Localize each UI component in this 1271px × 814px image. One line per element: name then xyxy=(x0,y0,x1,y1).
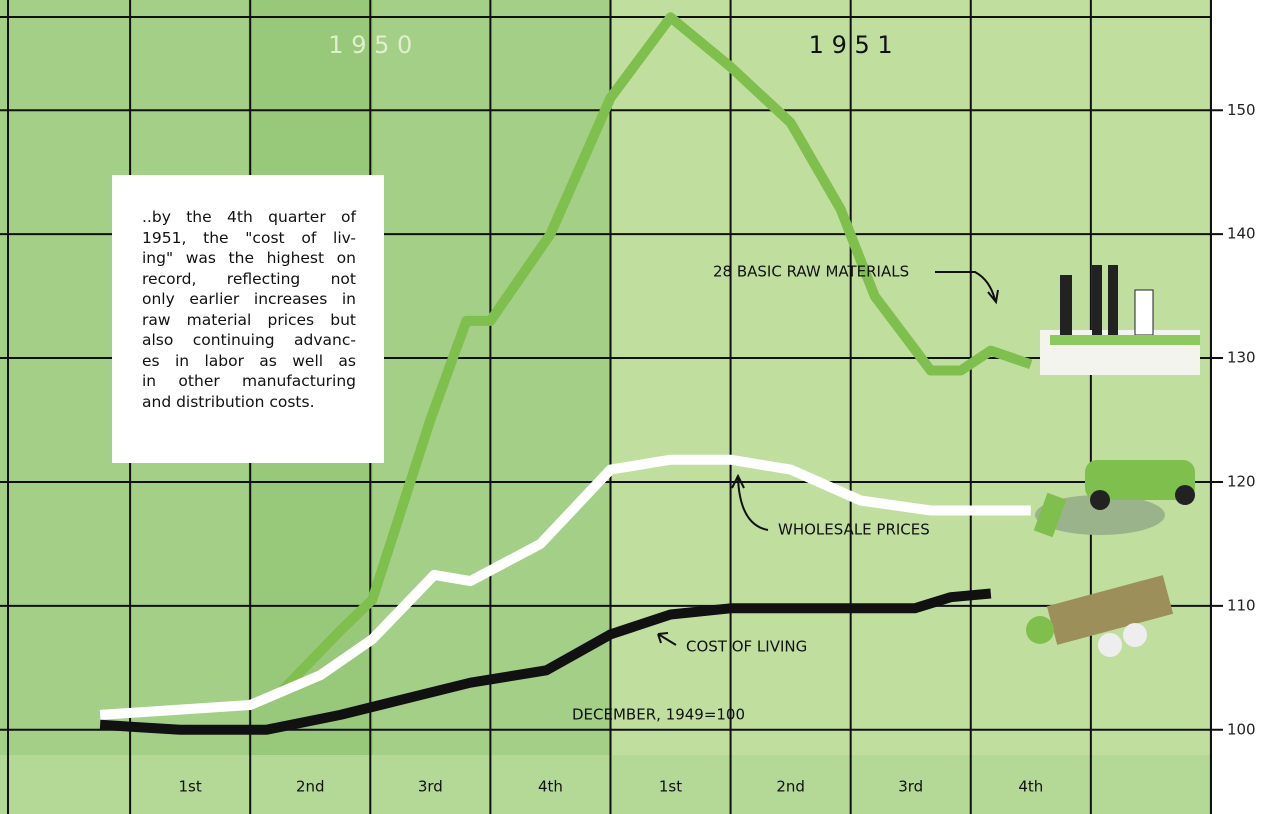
factory-icon xyxy=(1040,265,1200,375)
y-tick-label: 150 xyxy=(1227,101,1256,119)
x-tick-label: 4th xyxy=(538,778,563,796)
x-tick-label: 2nd xyxy=(776,778,805,796)
x-tick-label: 2nd xyxy=(296,778,325,796)
truck-icon xyxy=(1033,460,1195,538)
note-box: ..by the 4th quarter of 1951, the "cost o… xyxy=(112,175,384,463)
labels: 100 110 120 130 140 150 1st 2nd 3rd 4th 1st 2nd 3rd 4… xyxy=(179,31,1256,796)
series-label: 28 BASIC RAW MATERIALS xyxy=(713,263,909,281)
y-tick-label: 140 xyxy=(1227,225,1256,243)
background-1951 xyxy=(612,0,1212,814)
series-line xyxy=(276,12,1033,697)
arrow xyxy=(657,632,677,646)
x-tick-label: 1st xyxy=(179,778,202,796)
series-label: COST OF LIVING xyxy=(686,638,807,656)
x-tick-label: 3rd xyxy=(898,778,923,796)
arrow xyxy=(737,477,769,531)
arrow-head xyxy=(987,289,999,305)
axis-margin xyxy=(1212,0,1271,814)
x-tick-label: 4th xyxy=(1018,778,1043,796)
y-tick-label: 130 xyxy=(1227,349,1256,367)
y-tick-label: 100 xyxy=(1227,720,1256,738)
note-line: ..by the 4th quarter of xyxy=(142,208,356,226)
note-line: and distribution costs. xyxy=(142,392,315,411)
arrow xyxy=(935,271,996,301)
series-label: WHOLESALE PRICES xyxy=(778,521,930,539)
note-line: es in labor as well as xyxy=(142,351,356,370)
note-line: 1951, the "cost of liv- xyxy=(142,228,356,247)
note-line: ing" was the highest on xyxy=(142,249,356,267)
note-line: record, reflecting not xyxy=(142,269,356,288)
note-line: raw material prices but xyxy=(142,310,356,329)
y-tick-label: 120 xyxy=(1227,472,1256,490)
note-line: in other manufacturing xyxy=(142,372,356,390)
produce-icon xyxy=(1026,575,1174,657)
lines xyxy=(99,12,1033,735)
note-line: also continuing advanc- xyxy=(142,331,356,349)
label-row xyxy=(0,755,1212,814)
year-label: 1 9 5 0 xyxy=(328,31,412,59)
series-line xyxy=(99,454,1031,720)
x-tick-label: 3rd xyxy=(418,778,443,796)
note-line: only earlier increases in xyxy=(142,290,356,308)
annotation: DECEMBER, 1949=100 xyxy=(572,706,745,724)
x-tick-label: 1st xyxy=(659,778,682,796)
y-tick-label: 110 xyxy=(1227,596,1256,614)
year-label: 1 9 5 1 xyxy=(809,31,893,59)
series-line xyxy=(99,588,992,735)
arrow-head xyxy=(731,473,745,489)
